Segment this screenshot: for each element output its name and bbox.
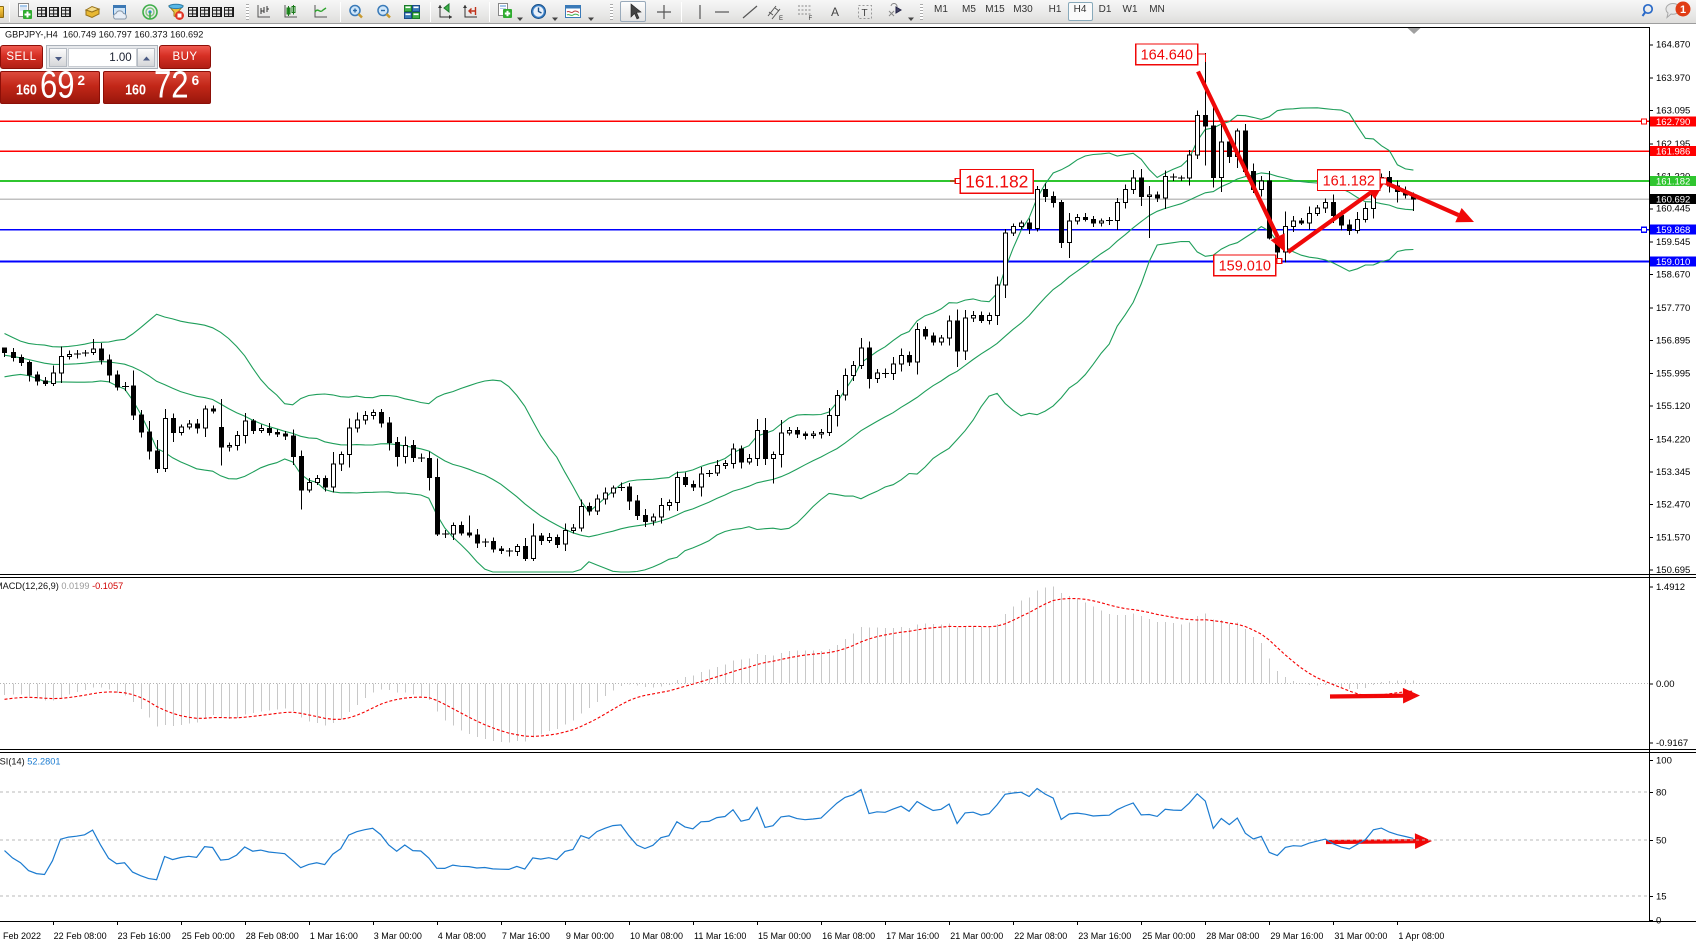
svg-text:23 Mar 16:00: 23 Mar 16:00 — [1078, 931, 1131, 941]
svg-text:152.470: 152.470 — [1656, 499, 1690, 510]
svg-text:159.010: 159.010 — [1219, 259, 1271, 275]
svg-text:154.220: 154.220 — [1656, 434, 1690, 445]
svg-text:160.445: 160.445 — [1656, 204, 1690, 215]
svg-text:161.182: 161.182 — [965, 172, 1028, 192]
svg-text:16 Mar 08:00: 16 Mar 08:00 — [822, 931, 875, 941]
svg-text:159.868: 159.868 — [1656, 225, 1690, 236]
svg-text:159.545: 159.545 — [1656, 237, 1690, 248]
svg-text:1 Mar 16:00: 1 Mar 16:00 — [310, 931, 358, 941]
svg-text:9 Mar 00:00: 9 Mar 00:00 — [566, 931, 614, 941]
svg-text:22 Feb 08:00: 22 Feb 08:00 — [54, 931, 107, 941]
svg-text:T: T — [862, 8, 868, 19]
svg-text:0: 0 — [1656, 915, 1661, 926]
svg-text:161.182: 161.182 — [1656, 176, 1690, 187]
svg-text:E: E — [779, 16, 783, 21]
svg-text:164.870: 164.870 — [1656, 40, 1690, 51]
svg-text:100: 100 — [1656, 755, 1672, 766]
svg-text:153.345: 153.345 — [1656, 467, 1690, 478]
svg-text:10 Mar 08:00: 10 Mar 08:00 — [630, 931, 683, 941]
svg-text:GBPJPY-,H4 160.749 160.797 16: GBPJPY-,H4 160.749 160.797 160.373 160.6… — [5, 30, 203, 40]
svg-text:164.640: 164.640 — [1141, 48, 1193, 64]
svg-text:17 Mar 16:00: 17 Mar 16:00 — [886, 931, 939, 941]
svg-text:157.770: 157.770 — [1656, 303, 1690, 314]
svg-text:155.120: 155.120 — [1656, 401, 1690, 412]
svg-text:80: 80 — [1656, 787, 1667, 798]
svg-text:158.670: 158.670 — [1656, 270, 1690, 281]
svg-text:22 Mar 08:00: 22 Mar 08:00 — [1014, 931, 1067, 941]
svg-text:1: 1 — [1680, 4, 1686, 16]
svg-text:F: F — [809, 16, 813, 21]
svg-text:161.182: 161.182 — [1323, 173, 1375, 189]
svg-text:1.4912: 1.4912 — [1656, 582, 1685, 593]
svg-text:1 Apr 08:00: 1 Apr 08:00 — [1398, 931, 1444, 941]
svg-text:31 Mar 00:00: 31 Mar 00:00 — [1334, 931, 1387, 941]
svg-text:11 Mar 16:00: 11 Mar 16:00 — [694, 931, 746, 941]
svg-text:29 Mar 16:00: 29 Mar 16:00 — [1270, 931, 1323, 941]
svg-text:155.995: 155.995 — [1656, 369, 1690, 380]
svg-text:0.00: 0.00 — [1656, 679, 1675, 690]
svg-text:RSI(14) 52.2801: RSI(14) 52.2801 — [0, 757, 60, 767]
svg-text:MACD(12,26,9) 0.0199 -0.1057: MACD(12,26,9) 0.0199 -0.1057 — [0, 581, 123, 591]
svg-text:163.970: 163.970 — [1656, 73, 1690, 84]
svg-text:3 Mar 00:00: 3 Mar 00:00 — [374, 931, 422, 941]
svg-text:151.570: 151.570 — [1656, 533, 1690, 544]
svg-text:162.790: 162.790 — [1656, 117, 1690, 128]
svg-text:25 Mar 00:00: 25 Mar 00:00 — [1142, 931, 1195, 941]
svg-text:21 Mar 00:00: 21 Mar 00:00 — [950, 931, 1003, 941]
svg-text:50: 50 — [1656, 835, 1667, 846]
svg-text:162.195: 162.195 — [1656, 139, 1690, 150]
svg-text:15 Mar 00:00: 15 Mar 00:00 — [758, 931, 811, 941]
svg-text:28 Feb 08:00: 28 Feb 08:00 — [246, 931, 299, 941]
svg-text:15: 15 — [1656, 891, 1667, 902]
svg-text:161.986: 161.986 — [1656, 147, 1690, 158]
svg-text:156.895: 156.895 — [1656, 335, 1690, 346]
svg-text:Feb 2022: Feb 2022 — [3, 931, 41, 941]
svg-text:7 Mar 16:00: 7 Mar 16:00 — [502, 931, 550, 941]
svg-text:-0.9167: -0.9167 — [1656, 738, 1688, 749]
svg-text:25 Feb 00:00: 25 Feb 00:00 — [182, 931, 235, 941]
svg-text:163.095: 163.095 — [1656, 106, 1690, 117]
svg-text:159.010: 159.010 — [1656, 257, 1690, 268]
svg-text:28 Mar 08:00: 28 Mar 08:00 — [1206, 931, 1259, 941]
svg-text:150.695: 150.695 — [1656, 565, 1690, 576]
svg-text:4 Mar 08:00: 4 Mar 08:00 — [438, 931, 486, 941]
svg-text:160.692: 160.692 — [1656, 195, 1690, 206]
svg-text:23 Feb 16:00: 23 Feb 16:00 — [118, 931, 171, 941]
